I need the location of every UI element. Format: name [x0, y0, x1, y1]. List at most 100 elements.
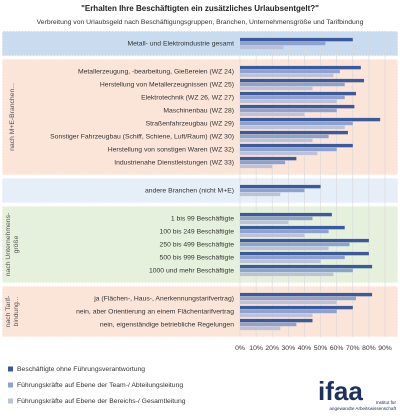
bar [240, 246, 329, 251]
category-label: nein, aber Orientierung an einem Flächen… [76, 308, 234, 315]
legend-label: Führungskräfte auf Ebene der Team-/ Abte… [17, 382, 183, 389]
category-label: Herstellung von sonstigen Waren (WZ 32) [108, 146, 234, 153]
bar [240, 326, 281, 331]
bar [240, 238, 369, 243]
bar [240, 151, 318, 156]
section-band [1, 30, 399, 57]
bar [240, 91, 356, 96]
x-tick-label: 70% [346, 345, 360, 352]
bar [240, 313, 313, 318]
bar [240, 264, 373, 269]
bar [240, 65, 361, 70]
bar [240, 225, 345, 230]
category-label: 500 bis 999 Beschäftigte [160, 254, 235, 261]
section-label: nach M+E-Branchen... [9, 83, 16, 151]
section-label: bindung... [13, 296, 20, 326]
bar [240, 192, 281, 197]
bar [240, 305, 353, 310]
bar [240, 268, 353, 273]
logo-tagline: angewandte Arbeitswissenschaft [329, 406, 396, 411]
bar [240, 251, 369, 256]
legend-label: Beschäftigte ohne Führungsverantwortung [17, 366, 145, 373]
section-band [1, 58, 399, 176]
bar [240, 138, 313, 143]
bar [240, 125, 345, 130]
category-label: Maschinenbau (WZ 28) [163, 107, 234, 114]
bar [240, 37, 353, 42]
bar [240, 134, 329, 139]
category-label: 100 bis 249 Beschäftigte [160, 228, 235, 235]
x-tick-label: 20% [265, 345, 279, 352]
bar [240, 255, 345, 260]
section-band [1, 177, 399, 204]
bar [240, 41, 326, 46]
bar [240, 99, 337, 104]
legend-swatch [8, 366, 13, 372]
bar [240, 95, 345, 100]
bar [240, 117, 381, 122]
category-label: Herstellung von Metallerzeugnissen (WZ 2… [100, 81, 234, 88]
bar [240, 112, 305, 117]
bar [240, 212, 332, 217]
bar [240, 233, 305, 238]
legend-swatch [8, 382, 13, 388]
category-label: andere Branchen (nicht M+E) [145, 187, 234, 194]
bar [240, 184, 321, 189]
bar [240, 292, 373, 297]
bar [240, 69, 340, 74]
bar [240, 272, 334, 277]
bar [240, 309, 337, 314]
bar [240, 130, 348, 135]
category-label: 1000 und mehr Beschäftigte [149, 267, 234, 274]
bar [240, 45, 284, 50]
bar [240, 164, 273, 169]
category-label: 250 bis 499 Beschäftigte [160, 241, 235, 248]
x-tick-label: 80% [362, 345, 376, 352]
bar [240, 216, 313, 221]
bar [240, 143, 353, 148]
x-tick-label: 50% [314, 345, 328, 352]
bar [240, 78, 365, 83]
logo-tagline: Institut für [376, 400, 397, 405]
category-label: nein, eigenständige betriebliche Regelun… [100, 321, 234, 328]
bar [240, 259, 321, 264]
category-label: 1 bis 99 Beschäftigte [171, 215, 234, 222]
bar [240, 229, 329, 234]
x-tick-label: 10% [249, 345, 263, 352]
bar [240, 147, 337, 152]
section-label: nach Tarif- [5, 296, 12, 328]
category-label: Industrienahe Dienstleistungen (WZ 33) [114, 159, 234, 166]
bar [240, 108, 337, 113]
bar [240, 318, 313, 323]
bar [240, 82, 345, 87]
bar [240, 188, 305, 193]
legend-swatch [8, 398, 13, 404]
category-label: Metallerzeugung, -bearbeitung, Gießereie… [78, 68, 234, 75]
category-label: Elektrotechnik (WZ 26, WZ 27) [141, 94, 234, 101]
bar [240, 121, 353, 126]
category-label: Sonstiger Fahrzeugbau (Schiff, Schiene, … [50, 133, 234, 140]
category-label: Straßenfahrzeugbau (WZ 29) [146, 120, 234, 127]
chart-title: "Erhalten Ihre Beschäftigten ein zusätzl… [81, 4, 319, 13]
section-label: nach Unternehmens- [5, 213, 12, 276]
x-tick-label: 90% [378, 345, 392, 352]
bar [240, 242, 350, 247]
bar [240, 104, 355, 109]
bar [240, 220, 289, 225]
x-tick-label: 0% [235, 345, 245, 352]
bar [240, 160, 286, 165]
bar [240, 156, 297, 161]
x-tick-label: 30% [282, 345, 296, 352]
bar [240, 300, 337, 305]
chart-subtitle: Verbreitung von Urlaubsgeld nach Beschäf… [37, 19, 364, 26]
bar [240, 73, 334, 78]
legend-label: Führungskräfte auf Ebene der Bereichs-/ … [17, 398, 186, 405]
bar [240, 86, 313, 91]
bar [240, 322, 297, 327]
category-label: ja (Flächen-, Haus-, Anerkennungstarifve… [93, 295, 234, 302]
x-tick-label: 60% [330, 345, 344, 352]
bar [240, 296, 356, 301]
x-tick-label: 40% [298, 345, 312, 352]
logo-name: ifaa [318, 376, 363, 406]
